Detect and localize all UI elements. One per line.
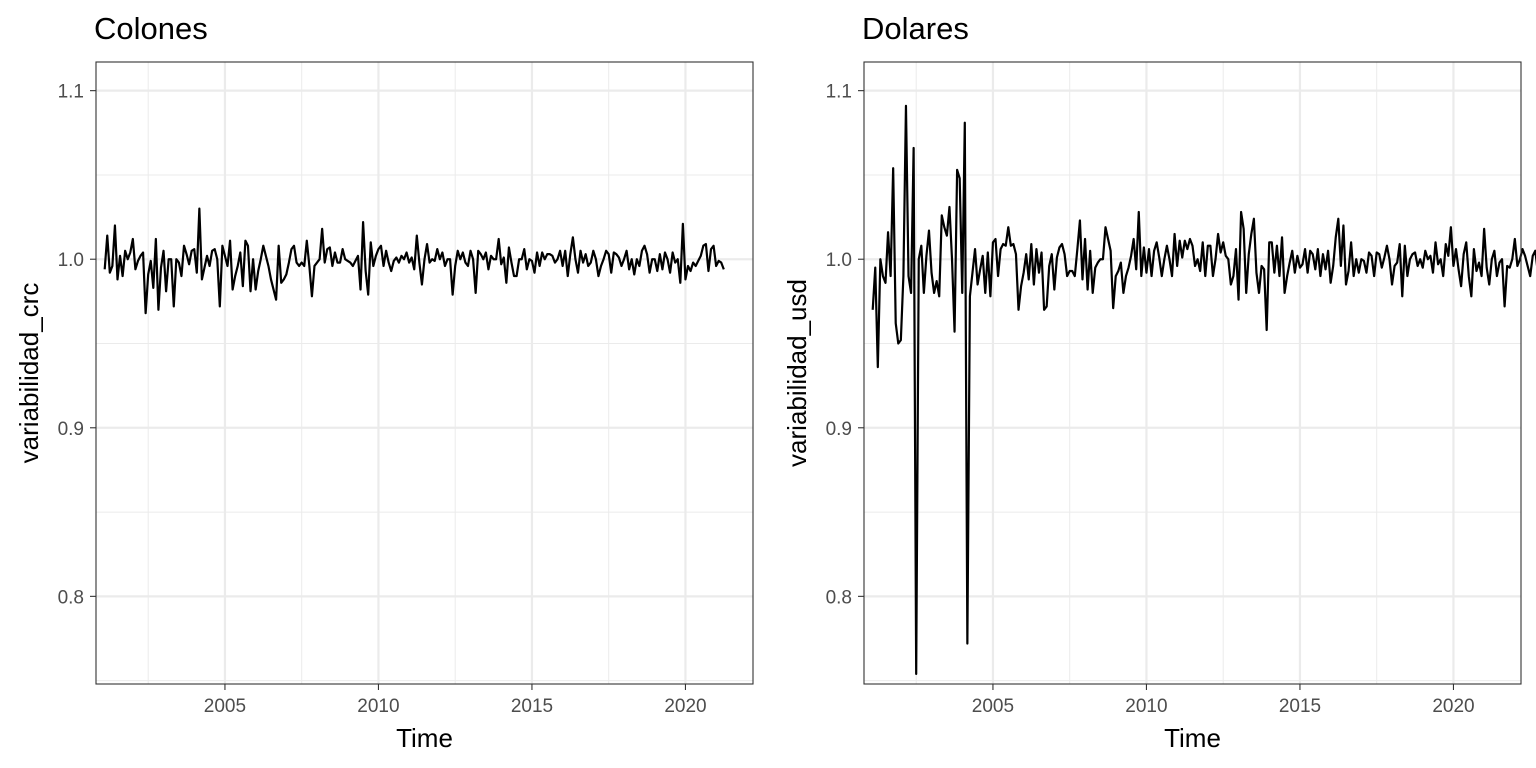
x-tick-label: 2015 (1279, 696, 1321, 717)
y-axis-label: variabilidad_crc (14, 283, 44, 464)
x-tick-label: 2010 (357, 696, 399, 717)
y-tick-label: 0.8 (826, 587, 852, 608)
panel-border (96, 62, 753, 684)
y-tick-label: 1.1 (826, 82, 852, 103)
x-tick-label: 2015 (511, 696, 553, 717)
y-tick-label: 0.8 (58, 587, 84, 608)
x-tick-label: 2005 (204, 696, 246, 717)
y-axis-label: variabilidad_usd (782, 279, 812, 467)
x-axis-label: Time (1164, 723, 1221, 753)
y-tick-label: 1.0 (826, 250, 852, 271)
x-tick-label: 2010 (1125, 696, 1167, 717)
panel-border (864, 62, 1521, 684)
series-line (873, 106, 1536, 674)
x-tick-label: 2020 (1432, 696, 1474, 717)
x-axis-label: Time (396, 723, 453, 753)
series-line (105, 209, 724, 314)
x-tick-label: 2020 (664, 696, 706, 717)
y-tick-label: 0.9 (826, 419, 852, 440)
y-tick-label: 0.9 (58, 419, 84, 440)
chart-title: Dolares (862, 11, 969, 46)
y-tick-label: 1.0 (58, 250, 84, 271)
chart-title: Colones (94, 11, 208, 46)
x-tick-label: 2005 (972, 696, 1014, 717)
chart-panel-2: 2005 2010 2015 2020 0.8 0.9 1.0 1.1 Dolares Time v… (782, 11, 1536, 753)
chart-panel-1: 2005 2010 2015 2020 0.8 0.9 1.0 1.1 Colones Time v… (14, 11, 753, 753)
y-tick-label: 1.1 (58, 82, 84, 103)
